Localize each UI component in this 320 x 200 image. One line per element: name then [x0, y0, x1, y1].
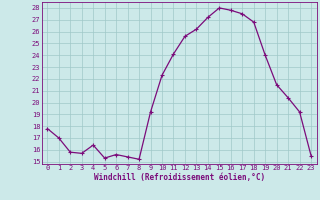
- X-axis label: Windchill (Refroidissement éolien,°C): Windchill (Refroidissement éolien,°C): [94, 173, 265, 182]
